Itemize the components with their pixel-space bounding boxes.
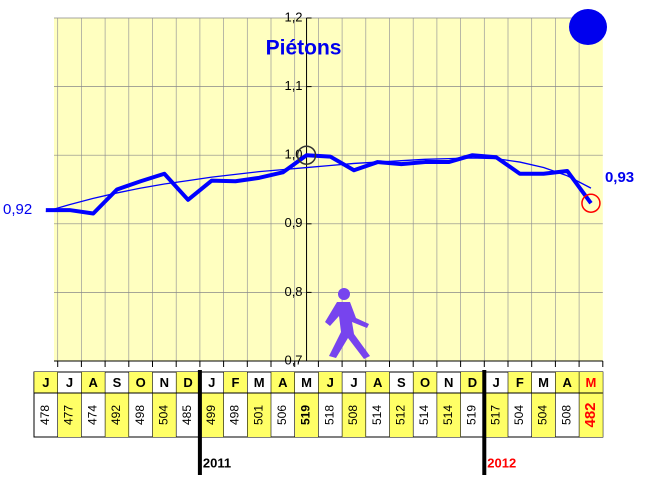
y-tick-label: 0,8 bbox=[284, 284, 302, 299]
month-label: M bbox=[301, 375, 312, 390]
count-highlight bbox=[105, 393, 129, 437]
month-highlight bbox=[34, 372, 58, 393]
month-highlight bbox=[318, 372, 343, 393]
month-label: D bbox=[468, 375, 477, 390]
count-highlight bbox=[247, 393, 271, 437]
month-highlight bbox=[413, 372, 437, 393]
month-highlight bbox=[271, 372, 295, 393]
month-highlight bbox=[579, 372, 603, 393]
pedestrian-icon bbox=[325, 288, 370, 359]
count-highlight bbox=[57, 393, 82, 437]
count-label: 512 bbox=[394, 405, 408, 425]
count-label: 504 bbox=[512, 405, 526, 425]
month-highlight bbox=[365, 372, 390, 393]
month-highlight bbox=[555, 372, 580, 393]
count-label: 482 bbox=[582, 402, 599, 427]
max-marker bbox=[296, 145, 317, 165]
count-highlight bbox=[342, 393, 366, 437]
y-tick-label: 0,7 bbox=[284, 352, 302, 367]
value-label: 0,93 bbox=[605, 169, 634, 186]
trend-line bbox=[45, 157, 592, 213]
count-label: 508 bbox=[346, 405, 360, 425]
month-highlight bbox=[223, 372, 248, 393]
month-label: N bbox=[160, 375, 169, 390]
dot-icon bbox=[569, 9, 607, 45]
month-label: F bbox=[516, 375, 524, 390]
y-tick-label: 0,9 bbox=[284, 215, 302, 230]
count-highlight bbox=[389, 393, 414, 437]
count-highlight bbox=[199, 393, 224, 437]
count-label: 504 bbox=[536, 405, 550, 425]
month-highlight bbox=[460, 372, 485, 393]
month-label: S bbox=[113, 375, 122, 390]
count-label: 517 bbox=[488, 405, 502, 425]
count-label: 506 bbox=[275, 405, 289, 425]
count-label: 477 bbox=[62, 405, 76, 425]
count-label: 518 bbox=[322, 405, 336, 425]
month-label: J bbox=[493, 375, 500, 390]
month-label: F bbox=[231, 375, 239, 390]
count-label: 498 bbox=[133, 405, 147, 425]
chart-title: Piétons bbox=[266, 37, 342, 60]
month-highlight bbox=[508, 372, 532, 393]
count-label: 485 bbox=[180, 405, 194, 425]
y-tick-label: 1,1 bbox=[284, 78, 302, 93]
year-label: 2011 bbox=[203, 455, 231, 470]
last-marker bbox=[581, 193, 601, 213]
month-label: A bbox=[373, 375, 383, 390]
month-highlight bbox=[81, 372, 106, 393]
count-label: 519 bbox=[465, 405, 479, 425]
count-label: 514 bbox=[370, 405, 384, 425]
month-label: S bbox=[397, 375, 406, 390]
count-highlight bbox=[436, 393, 461, 437]
y-tick-label: 1,2 bbox=[284, 9, 302, 24]
month-label: M bbox=[586, 375, 597, 390]
count-label: 501 bbox=[251, 405, 265, 425]
count-label: 504 bbox=[157, 405, 171, 425]
count-highlight bbox=[579, 393, 603, 437]
month-label: J bbox=[208, 375, 215, 390]
count-label: 478 bbox=[38, 405, 52, 425]
month-label: N bbox=[444, 375, 453, 390]
month-label: O bbox=[136, 375, 146, 390]
count-highlight bbox=[294, 393, 319, 437]
plot-background bbox=[54, 18, 603, 361]
count-label: 514 bbox=[417, 405, 431, 425]
count-label: 499 bbox=[204, 405, 218, 425]
month-label: M bbox=[538, 375, 549, 390]
count-label: 514 bbox=[441, 405, 455, 425]
year-label: 2012 bbox=[487, 455, 516, 470]
month-label: O bbox=[420, 375, 430, 390]
month-label: A bbox=[563, 375, 573, 390]
count-highlight bbox=[531, 393, 556, 437]
count-label: 519 bbox=[299, 405, 313, 425]
month-label: A bbox=[89, 375, 99, 390]
month-label: D bbox=[183, 375, 192, 390]
count-label: 492 bbox=[109, 405, 123, 425]
month-label: J bbox=[66, 375, 73, 390]
month-label: J bbox=[42, 375, 49, 390]
month-label: M bbox=[254, 375, 265, 390]
month-highlight bbox=[176, 372, 200, 393]
month-label: A bbox=[278, 375, 288, 390]
count-label: 508 bbox=[559, 405, 573, 425]
count-highlight bbox=[484, 393, 508, 437]
count-highlight bbox=[152, 393, 177, 437]
month-highlight bbox=[128, 372, 153, 393]
month-label: J bbox=[327, 375, 334, 390]
count-label: 498 bbox=[228, 405, 242, 425]
data-line bbox=[45, 153, 593, 216]
month-label: J bbox=[350, 375, 357, 390]
count-label: 474 bbox=[85, 405, 99, 425]
value-label: 0,92 bbox=[3, 201, 32, 218]
